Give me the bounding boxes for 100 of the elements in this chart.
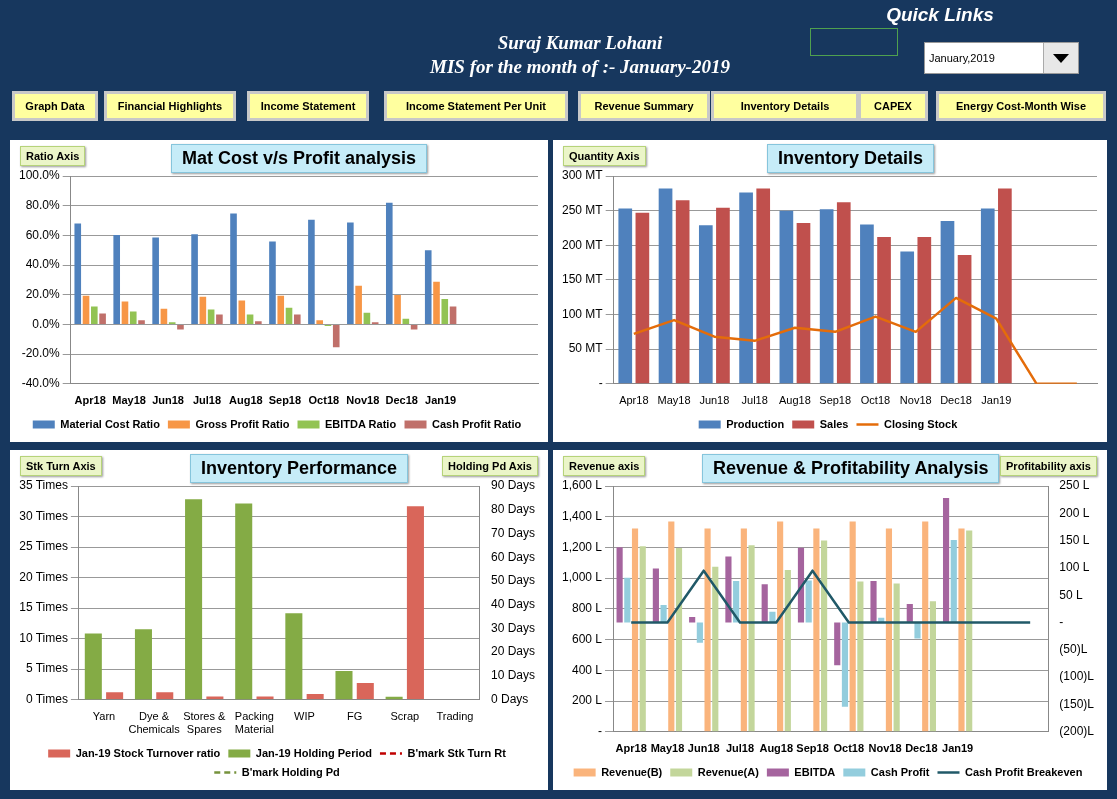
x-tick-label: FG: [347, 710, 363, 723]
legend-label: Revenue(A): [697, 765, 760, 778]
y-axis-title: Ratio Axis: [20, 146, 86, 166]
x-tick-label: Stores & Spares: [183, 710, 226, 736]
y2-tick-label: 80 Days: [490, 502, 536, 517]
bar: [332, 324, 340, 348]
x-tick-label: May18: [650, 742, 685, 755]
text: January,2019: [929, 52, 995, 64]
bar: [199, 296, 207, 324]
legend-label: Gross Profit Ratio: [195, 417, 290, 430]
bar: [185, 499, 203, 700]
x-tick-label: Jun18: [152, 394, 184, 407]
legend-label: Jan-19 Holding Period: [255, 746, 372, 759]
y2-tick-label: 70 Days: [490, 525, 536, 540]
bar: [813, 528, 820, 732]
y2-tick-label: (150)L: [1059, 696, 1095, 711]
x-tick-label: Sep18: [796, 742, 829, 755]
bar: [860, 224, 874, 384]
y-tick-label: 600 L: [572, 631, 603, 646]
bar: [113, 235, 121, 324]
bar: [316, 320, 323, 324]
y2-tick-label: 60 Days: [490, 549, 536, 564]
legend-label: Revenue(B): [601, 765, 663, 778]
bar: [385, 202, 393, 324]
x-tick-label: Jun18: [687, 742, 720, 755]
bar: [942, 498, 950, 623]
x-tick-label: Aug18: [779, 394, 811, 407]
chart-title: Revenue & Profitability Analysis: [702, 454, 1000, 483]
y-tick-label: 20.0%: [25, 287, 61, 302]
bar: [940, 221, 955, 384]
legend-label: Material Cost Ratio: [60, 417, 161, 430]
bar: [230, 213, 237, 324]
bar: [335, 670, 353, 700]
y-tick-label: 1,200 L: [561, 539, 603, 554]
bar: [704, 528, 711, 732]
y-axis-title: Revenue axis: [563, 456, 646, 476]
legend-label: Cash Profit: [870, 765, 930, 778]
bar: [129, 311, 137, 324]
bar: [917, 236, 932, 384]
bar: [957, 254, 972, 384]
y-tick-label: 100 MT: [561, 306, 604, 321]
bar: [696, 622, 703, 643]
bar: [819, 209, 834, 384]
y2-tick-label: (200)L: [1059, 724, 1095, 739]
bar: [394, 295, 401, 324]
bar: [716, 207, 730, 384]
bar: [675, 548, 683, 732]
bar: [652, 568, 659, 623]
bar: [82, 295, 90, 324]
y2-tick-label: 10 Days: [490, 668, 536, 683]
bar: [631, 528, 639, 732]
y-tick-label: 150 MT: [561, 272, 604, 287]
x-tick-label: Jun18: [699, 394, 730, 407]
x-tick-label: Yarn: [92, 710, 116, 723]
x-tick-label: Nov18: [868, 742, 902, 755]
bar: [668, 521, 675, 732]
bar: [616, 547, 623, 623]
legend-label: Production: [726, 417, 785, 430]
text: Quick Links: [885, 4, 995, 26]
x-tick-label: Apr18: [619, 394, 649, 407]
x-tick-label: Nov18: [899, 394, 932, 407]
bar: [134, 629, 152, 700]
y-tick-label: 35 Times: [19, 478, 68, 493]
bar: [980, 208, 995, 384]
bar: [836, 202, 851, 384]
y2-tick-label: 30 Days: [490, 620, 536, 635]
bar: [893, 583, 900, 732]
bar: [998, 188, 1012, 384]
x-tick-label: Jul18: [741, 394, 768, 407]
legend-label: Cash Profit Breakeven: [964, 765, 1083, 778]
y2-tick-label: 150 L: [1059, 532, 1090, 547]
y-tick-label: 10 Times: [19, 630, 68, 645]
text: Energy Cost-Month Wise: [936, 91, 1106, 121]
y-tick-label: 250 MT: [561, 202, 604, 217]
bar: [870, 581, 877, 623]
legend-label: B'mark Holding Pd: [241, 765, 340, 778]
y-tick-label: 400 L: [572, 662, 603, 677]
bar: [675, 200, 690, 384]
y-tick-label: 200 MT: [561, 237, 604, 252]
y2-tick-label: 40 Days: [490, 596, 536, 611]
y-tick-label: 200 L: [572, 693, 603, 708]
y2-tick-label: (50)L: [1059, 642, 1088, 657]
bar: [285, 613, 303, 700]
bar: [216, 314, 223, 324]
x-tick-label: Jul18: [192, 394, 222, 407]
x-tick-label: Packing Material: [234, 710, 274, 736]
y-tick-label: 20 Times: [19, 569, 68, 584]
x-tick-label: Dec18: [385, 394, 418, 407]
y2-axis-title: Holding Pd Axis: [442, 456, 538, 476]
legend-label: Closing Stock: [883, 417, 959, 430]
x-tick-label: May18: [657, 394, 691, 407]
x-tick-label: Aug18: [229, 394, 263, 407]
y2-tick-label: 50 Days: [490, 573, 536, 588]
bar: [966, 530, 973, 732]
bar: [658, 188, 673, 384]
x-tick-label: Trading: [436, 710, 474, 723]
bar: [756, 188, 771, 384]
bar: [922, 521, 929, 732]
bar: [740, 528, 747, 732]
bar: [796, 223, 811, 384]
